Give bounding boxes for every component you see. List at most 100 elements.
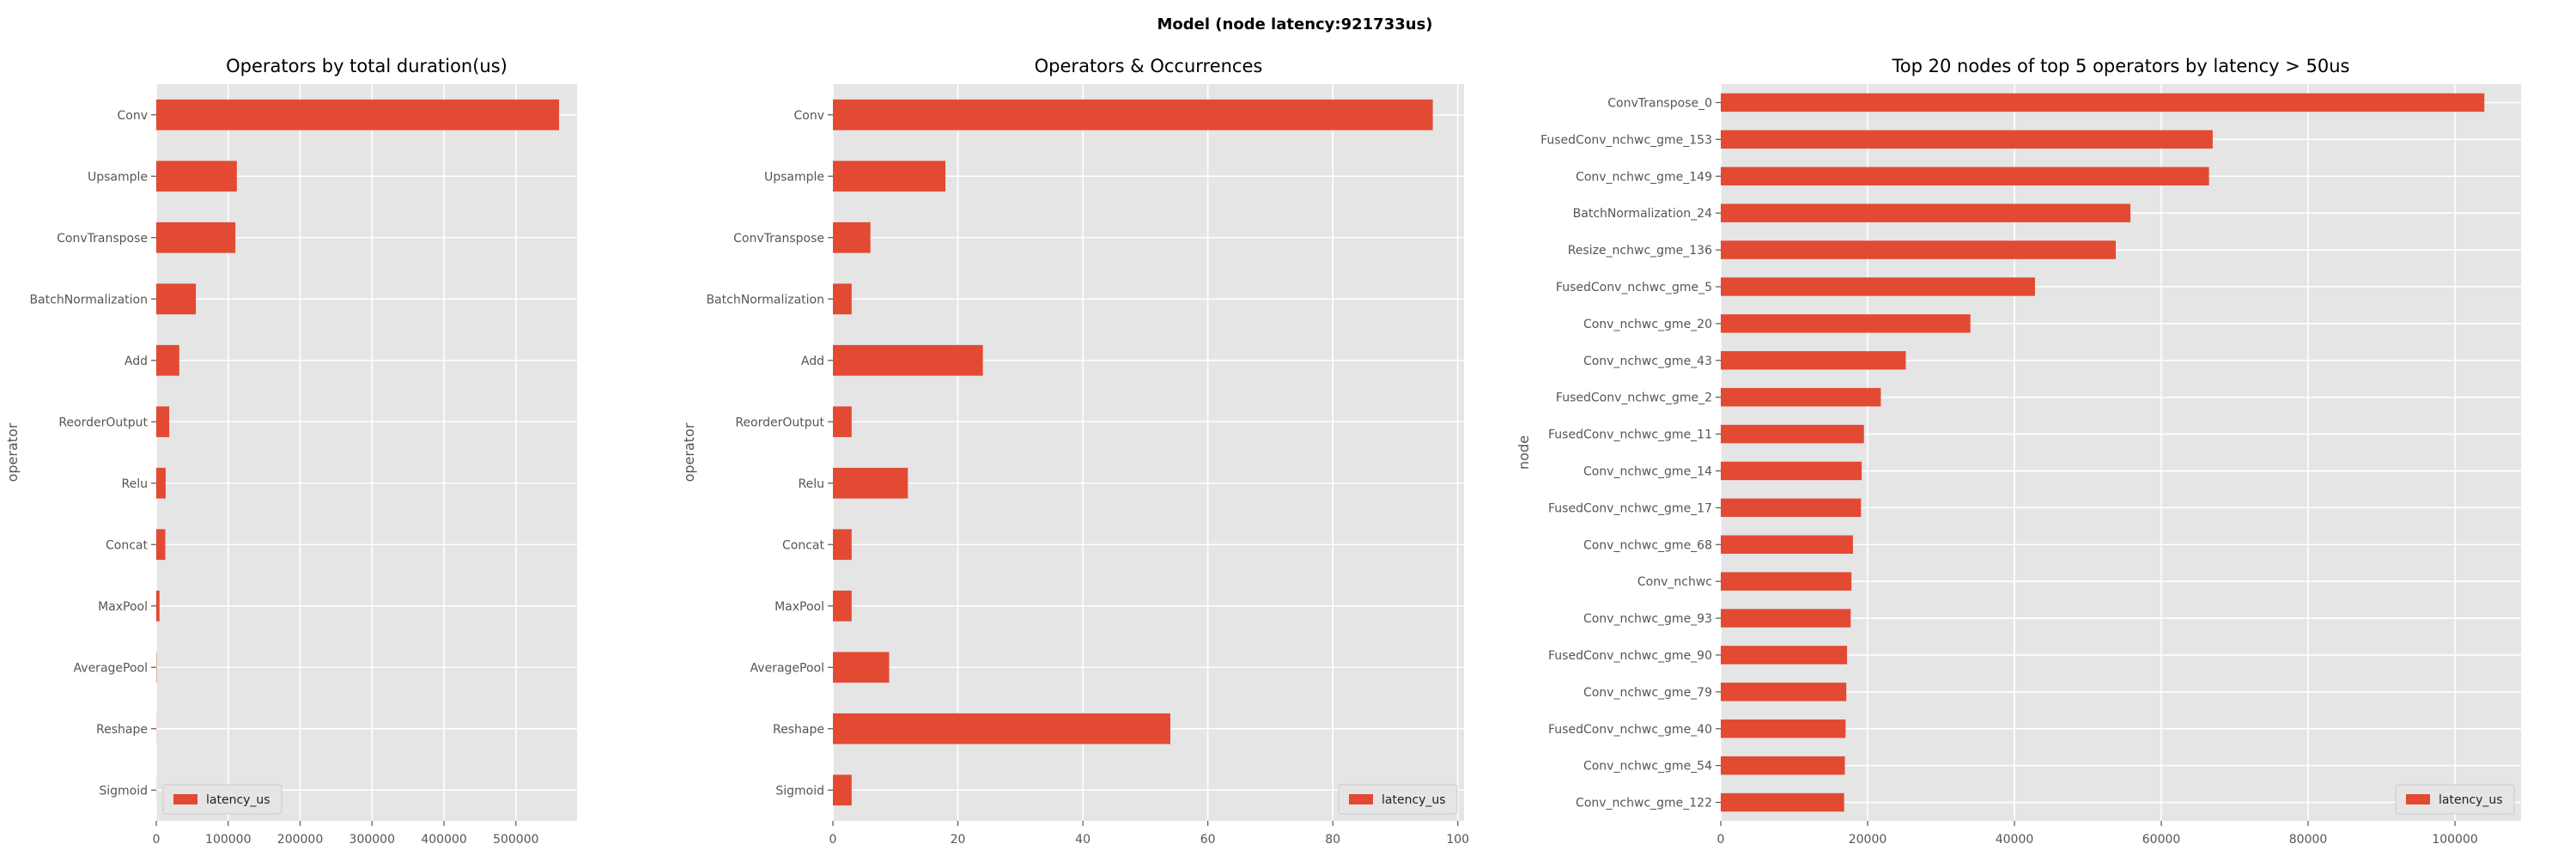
category-label: Conv_nchwc_gme_93	[1583, 612, 1712, 626]
x-tick-label: 300000	[349, 833, 395, 847]
x-tick-label: 0	[829, 833, 837, 847]
category-label: Conv_nchwc	[1637, 575, 1712, 589]
category-label: ConvTranspose	[733, 232, 824, 246]
bar-Reshape	[833, 713, 1170, 744]
bar-Conv_nchwc	[1721, 572, 1851, 590]
category-label: Sigmoid	[99, 784, 148, 798]
legend-label: latency_us	[206, 793, 270, 807]
bar-Resize_nchwc_gme_136	[1721, 240, 2116, 258]
x-tick-label: 80	[1325, 833, 1340, 847]
category-label: Conv_nchwc_gme_149	[1576, 170, 1712, 184]
category-label: Conv	[794, 109, 825, 123]
chart-title: Operators by total duration(us)	[226, 56, 507, 76]
bar-Conv	[833, 100, 1433, 131]
category-label: Reshape	[96, 723, 148, 737]
bar-Conv	[156, 100, 559, 131]
x-tick-label: 500000	[493, 833, 538, 847]
figure-suptitle: Model (node latency:921733us)	[1157, 15, 1432, 33]
bar-Conv_nchwc_gme_43	[1721, 351, 1905, 369]
category-label: ReorderOutput	[58, 416, 148, 429]
bar-MaxPool	[833, 591, 852, 622]
bar-Conv_nchwc_gme_122	[1721, 793, 1844, 811]
bar-BatchNormalization	[156, 283, 196, 314]
bar-FusedConv_nchwc_gme_5	[1721, 277, 2035, 295]
bar-Upsample	[156, 161, 237, 191]
category-label: FusedConv_nchwc_gme_11	[1548, 428, 1712, 442]
category-label: Conv_nchwc_gme_43	[1583, 355, 1712, 368]
y-axis-label: node	[1516, 435, 1532, 470]
x-tick-label: 60	[1200, 833, 1216, 847]
x-tick-label: 100	[1446, 833, 1469, 847]
bar-Concat	[833, 529, 852, 560]
legend: latency_us	[2396, 785, 2514, 814]
category-label: Sigmoid	[775, 784, 824, 798]
bar-FusedConv_nchwc_gme_153	[1721, 131, 2213, 149]
bar-ReorderOutput	[833, 406, 852, 437]
bar-ConvTranspose_0	[1721, 94, 2484, 112]
category-label: Upsample	[88, 170, 148, 184]
bar-Concat	[156, 529, 165, 560]
category-label: BatchNormalization	[29, 293, 148, 307]
x-tick-label: 100000	[2432, 833, 2477, 847]
category-label: Add	[801, 355, 824, 368]
x-tick-label: 400000	[421, 833, 466, 847]
category-label: Resize_nchwc_gme_136	[1568, 244, 1712, 258]
bar-ReorderOutput	[156, 406, 169, 437]
category-label: FusedConv_nchwc_gme_17	[1548, 501, 1712, 515]
plot-area	[156, 84, 577, 821]
bar-Relu	[833, 468, 908, 499]
bar-Add	[156, 345, 179, 376]
category-label: Reshape	[773, 723, 824, 737]
category-label: AveragePool	[74, 661, 148, 675]
x-tick-label: 20000	[1849, 833, 1887, 847]
bar-FusedConv_nchwc_gme_40	[1721, 719, 1845, 738]
category-label: MaxPool	[98, 600, 148, 614]
bar-FusedConv_nchwc_gme_90	[1721, 646, 1847, 664]
x-tick-label: 100000	[205, 833, 251, 847]
category-label: FusedConv_nchwc_gme_153	[1540, 133, 1712, 147]
category-label: Conv_nchwc_gme_79	[1583, 686, 1712, 700]
x-tick-label: 80000	[2289, 833, 2328, 847]
category-label: Conv_nchwc_gme_54	[1583, 760, 1712, 774]
bar-Sigmoid	[833, 774, 852, 805]
x-tick-label: 200000	[277, 833, 323, 847]
category-label: ConvTranspose_0	[1607, 96, 1712, 110]
bar-Conv_nchwc_gme_14	[1721, 462, 1862, 480]
legend-label: latency_us	[2439, 793, 2503, 807]
category-label: Concat	[106, 538, 148, 552]
y-axis-label: operator	[681, 422, 697, 482]
category-label: Conv_nchwc_gme_20	[1583, 318, 1712, 331]
legend: latency_us	[163, 785, 282, 814]
category-label: ReorderOutput	[735, 416, 824, 429]
bar-ConvTranspose	[156, 222, 235, 253]
bar-Upsample	[833, 161, 945, 191]
category-label: FusedConv_nchwc_gme_5	[1556, 281, 1712, 294]
plot-area	[1721, 84, 2521, 821]
x-tick-label: 0	[153, 833, 161, 847]
category-label: ConvTranspose	[57, 232, 148, 246]
legend: latency_us	[1339, 785, 1457, 814]
y-axis-label: operator	[4, 422, 21, 482]
category-label: BatchNormalization	[706, 293, 824, 307]
category-label: Conv_nchwc_gme_14	[1583, 464, 1712, 478]
category-label: MaxPool	[775, 600, 824, 614]
legend-swatch	[173, 794, 197, 804]
category-label: Conv_nchwc_gme_122	[1576, 797, 1712, 810]
bar-FusedConv_nchwc_gme_11	[1721, 425, 1864, 443]
x-tick-label: 40000	[1996, 833, 2034, 847]
category-label: Concat	[782, 538, 824, 552]
category-label: AveragePool	[750, 661, 824, 675]
category-label: Relu	[799, 477, 824, 491]
bar-Conv_nchwc_gme_20	[1721, 314, 1971, 332]
bar-Conv_nchwc_gme_149	[1721, 167, 2209, 185]
bar-Conv_nchwc_gme_93	[1721, 609, 1850, 627]
bar-Conv_nchwc_gme_68	[1721, 536, 1853, 554]
x-tick-label: 20	[951, 833, 966, 847]
x-tick-label: 40	[1075, 833, 1091, 847]
x-tick-label: 60000	[2142, 833, 2181, 847]
